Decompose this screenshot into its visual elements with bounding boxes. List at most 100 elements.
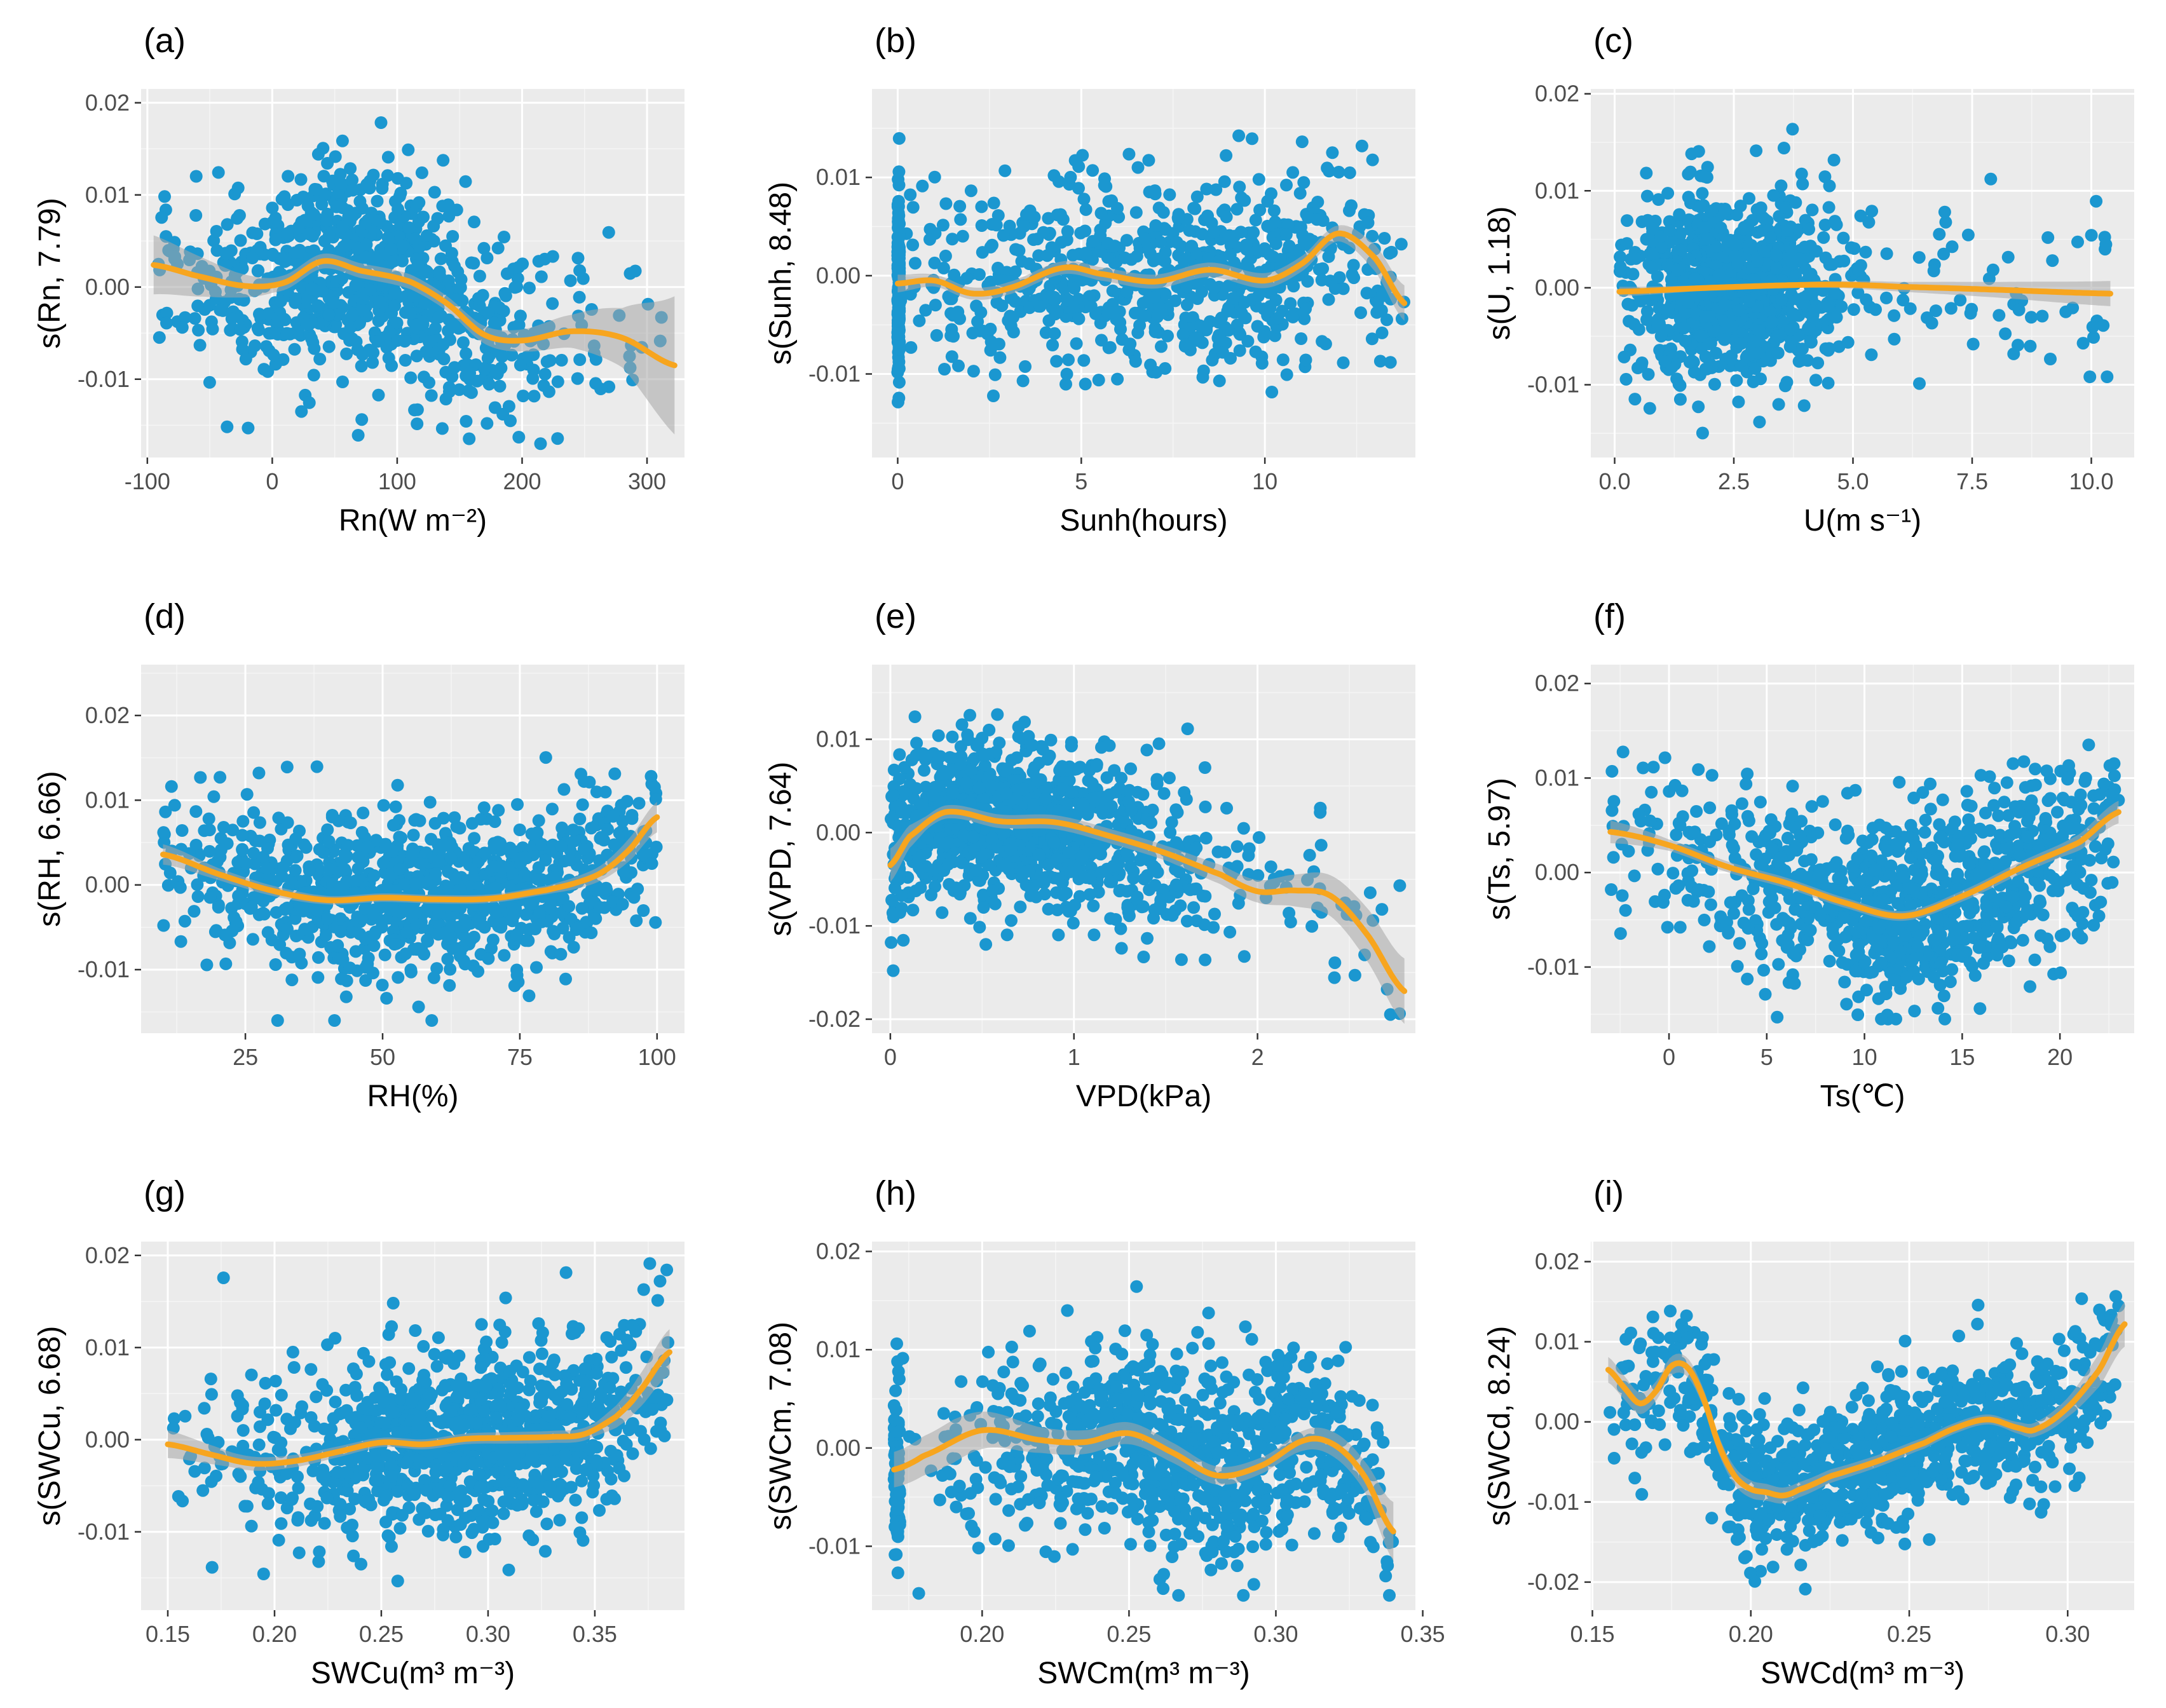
data-point (1165, 816, 1178, 829)
data-point (1781, 224, 1794, 237)
data-point (1171, 211, 1185, 224)
data-point (1060, 367, 1073, 381)
data-point (1118, 251, 1131, 264)
data-point (1395, 312, 1408, 325)
data-point (1301, 274, 1314, 288)
data-point (202, 812, 215, 825)
panel-label: (b) (875, 22, 916, 60)
data-point (362, 841, 375, 854)
data-point (1743, 192, 1755, 205)
data-point (577, 843, 590, 856)
data-point (1992, 309, 2006, 322)
data-point (1016, 374, 1030, 388)
data-point (978, 749, 991, 762)
y-tick-label: -0.02 (808, 1006, 861, 1032)
data-point (340, 347, 353, 360)
data-point (1042, 902, 1055, 916)
data-point (1818, 170, 1832, 184)
data-point (1159, 255, 1172, 268)
data-point (351, 851, 365, 864)
data-point (224, 323, 237, 337)
data-point (174, 935, 187, 948)
data-point (253, 816, 266, 829)
data-point (1199, 800, 1212, 813)
data-point (307, 369, 320, 382)
data-point (972, 782, 986, 795)
data-point (479, 847, 492, 860)
data-point (1018, 782, 1030, 796)
data-point (448, 259, 461, 273)
x-tick-label: 75 (507, 1044, 533, 1070)
data-point (257, 363, 271, 376)
data-point (525, 827, 538, 841)
data-point (505, 348, 519, 362)
data-point (396, 254, 409, 268)
data-point (1162, 771, 1176, 785)
data-point (1328, 956, 1342, 970)
data-point (1222, 279, 1235, 292)
y-tick-label: 0.01 (85, 787, 130, 813)
data-point (1246, 132, 1258, 146)
data-point (294, 173, 308, 186)
data-point (2097, 319, 2110, 332)
data-point (575, 902, 589, 915)
data-point (252, 766, 266, 780)
data-point (331, 308, 344, 322)
data-point (954, 757, 967, 771)
data-point (1269, 237, 1283, 250)
data-point (214, 771, 227, 784)
data-point (387, 818, 400, 832)
data-point (1068, 281, 1081, 295)
data-point (454, 281, 467, 294)
data-point (480, 252, 494, 264)
data-point (404, 963, 418, 977)
data-point (1233, 180, 1246, 194)
data-point (1700, 362, 1713, 376)
data-point (340, 974, 353, 987)
data-point (510, 928, 523, 941)
data-point (1105, 306, 1117, 320)
data-point (513, 824, 526, 836)
data-point (499, 289, 512, 302)
data-point (979, 938, 993, 951)
data-point (891, 305, 904, 318)
data-point (1189, 332, 1202, 345)
data-point (231, 181, 245, 194)
data-point (920, 832, 934, 845)
smooth-fit-line (894, 230, 1408, 306)
data-point (2090, 194, 2103, 208)
data-point (463, 367, 477, 380)
data-point (972, 268, 986, 281)
data-point (1281, 218, 1295, 231)
data-point (1142, 241, 1155, 255)
data-point (1175, 953, 1188, 966)
data-point (1789, 196, 1802, 209)
data-point (1024, 882, 1037, 895)
data-point (1179, 311, 1192, 325)
data-point (941, 858, 955, 871)
data-point (388, 299, 401, 313)
data-point (1131, 161, 1145, 174)
data-point (487, 860, 501, 873)
data-point (311, 299, 325, 312)
data-point (1197, 364, 1210, 377)
data-point (1009, 243, 1023, 256)
data-point (217, 821, 230, 834)
data-point (1986, 263, 1999, 276)
data-point (1795, 354, 1808, 367)
data-point (1315, 273, 1328, 287)
data-point (517, 390, 530, 403)
data-point (358, 217, 372, 230)
data-point (431, 212, 444, 225)
data-point (1912, 251, 1926, 264)
data-point (1645, 261, 1658, 274)
data-point (1113, 884, 1126, 898)
data-point (1131, 326, 1145, 339)
data-point (1232, 326, 1246, 339)
data-point (930, 329, 943, 342)
data-point (1094, 207, 1108, 220)
data-point (1202, 252, 1215, 266)
data-point (1092, 374, 1105, 387)
scatter-points (891, 129, 1410, 409)
data-point (519, 851, 532, 864)
